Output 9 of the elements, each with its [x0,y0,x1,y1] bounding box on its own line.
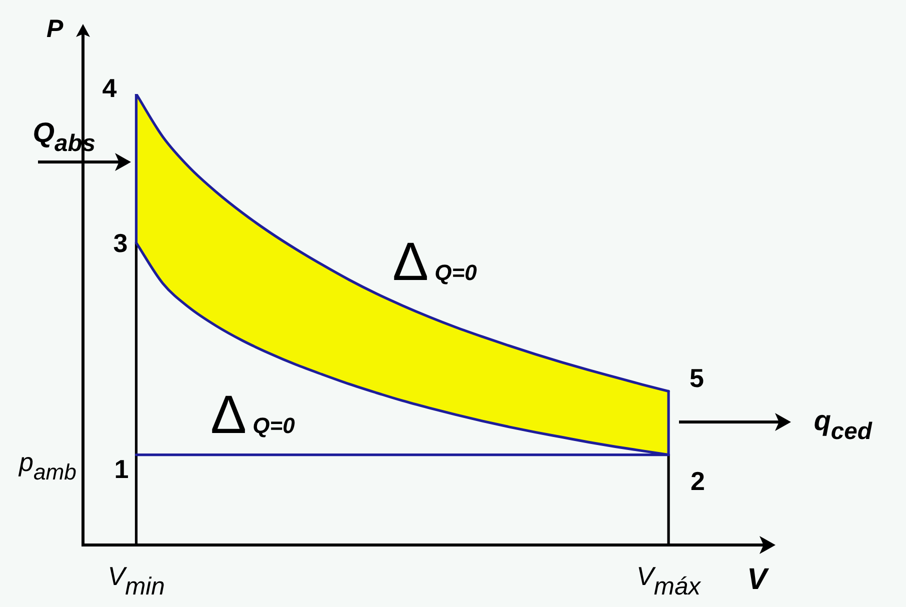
annotation: 4 [102,73,117,103]
annotation: 2 [690,466,705,496]
text: p$_{amb}$ [19,447,76,485]
annotation: 3 [113,228,128,258]
text: q$_{ced}$ [814,405,872,446]
x-axis-title: V [747,563,768,596]
annotation: 1 [114,454,129,484]
annotation: 5 [690,363,704,394]
y-axis-title: P [46,14,64,42]
